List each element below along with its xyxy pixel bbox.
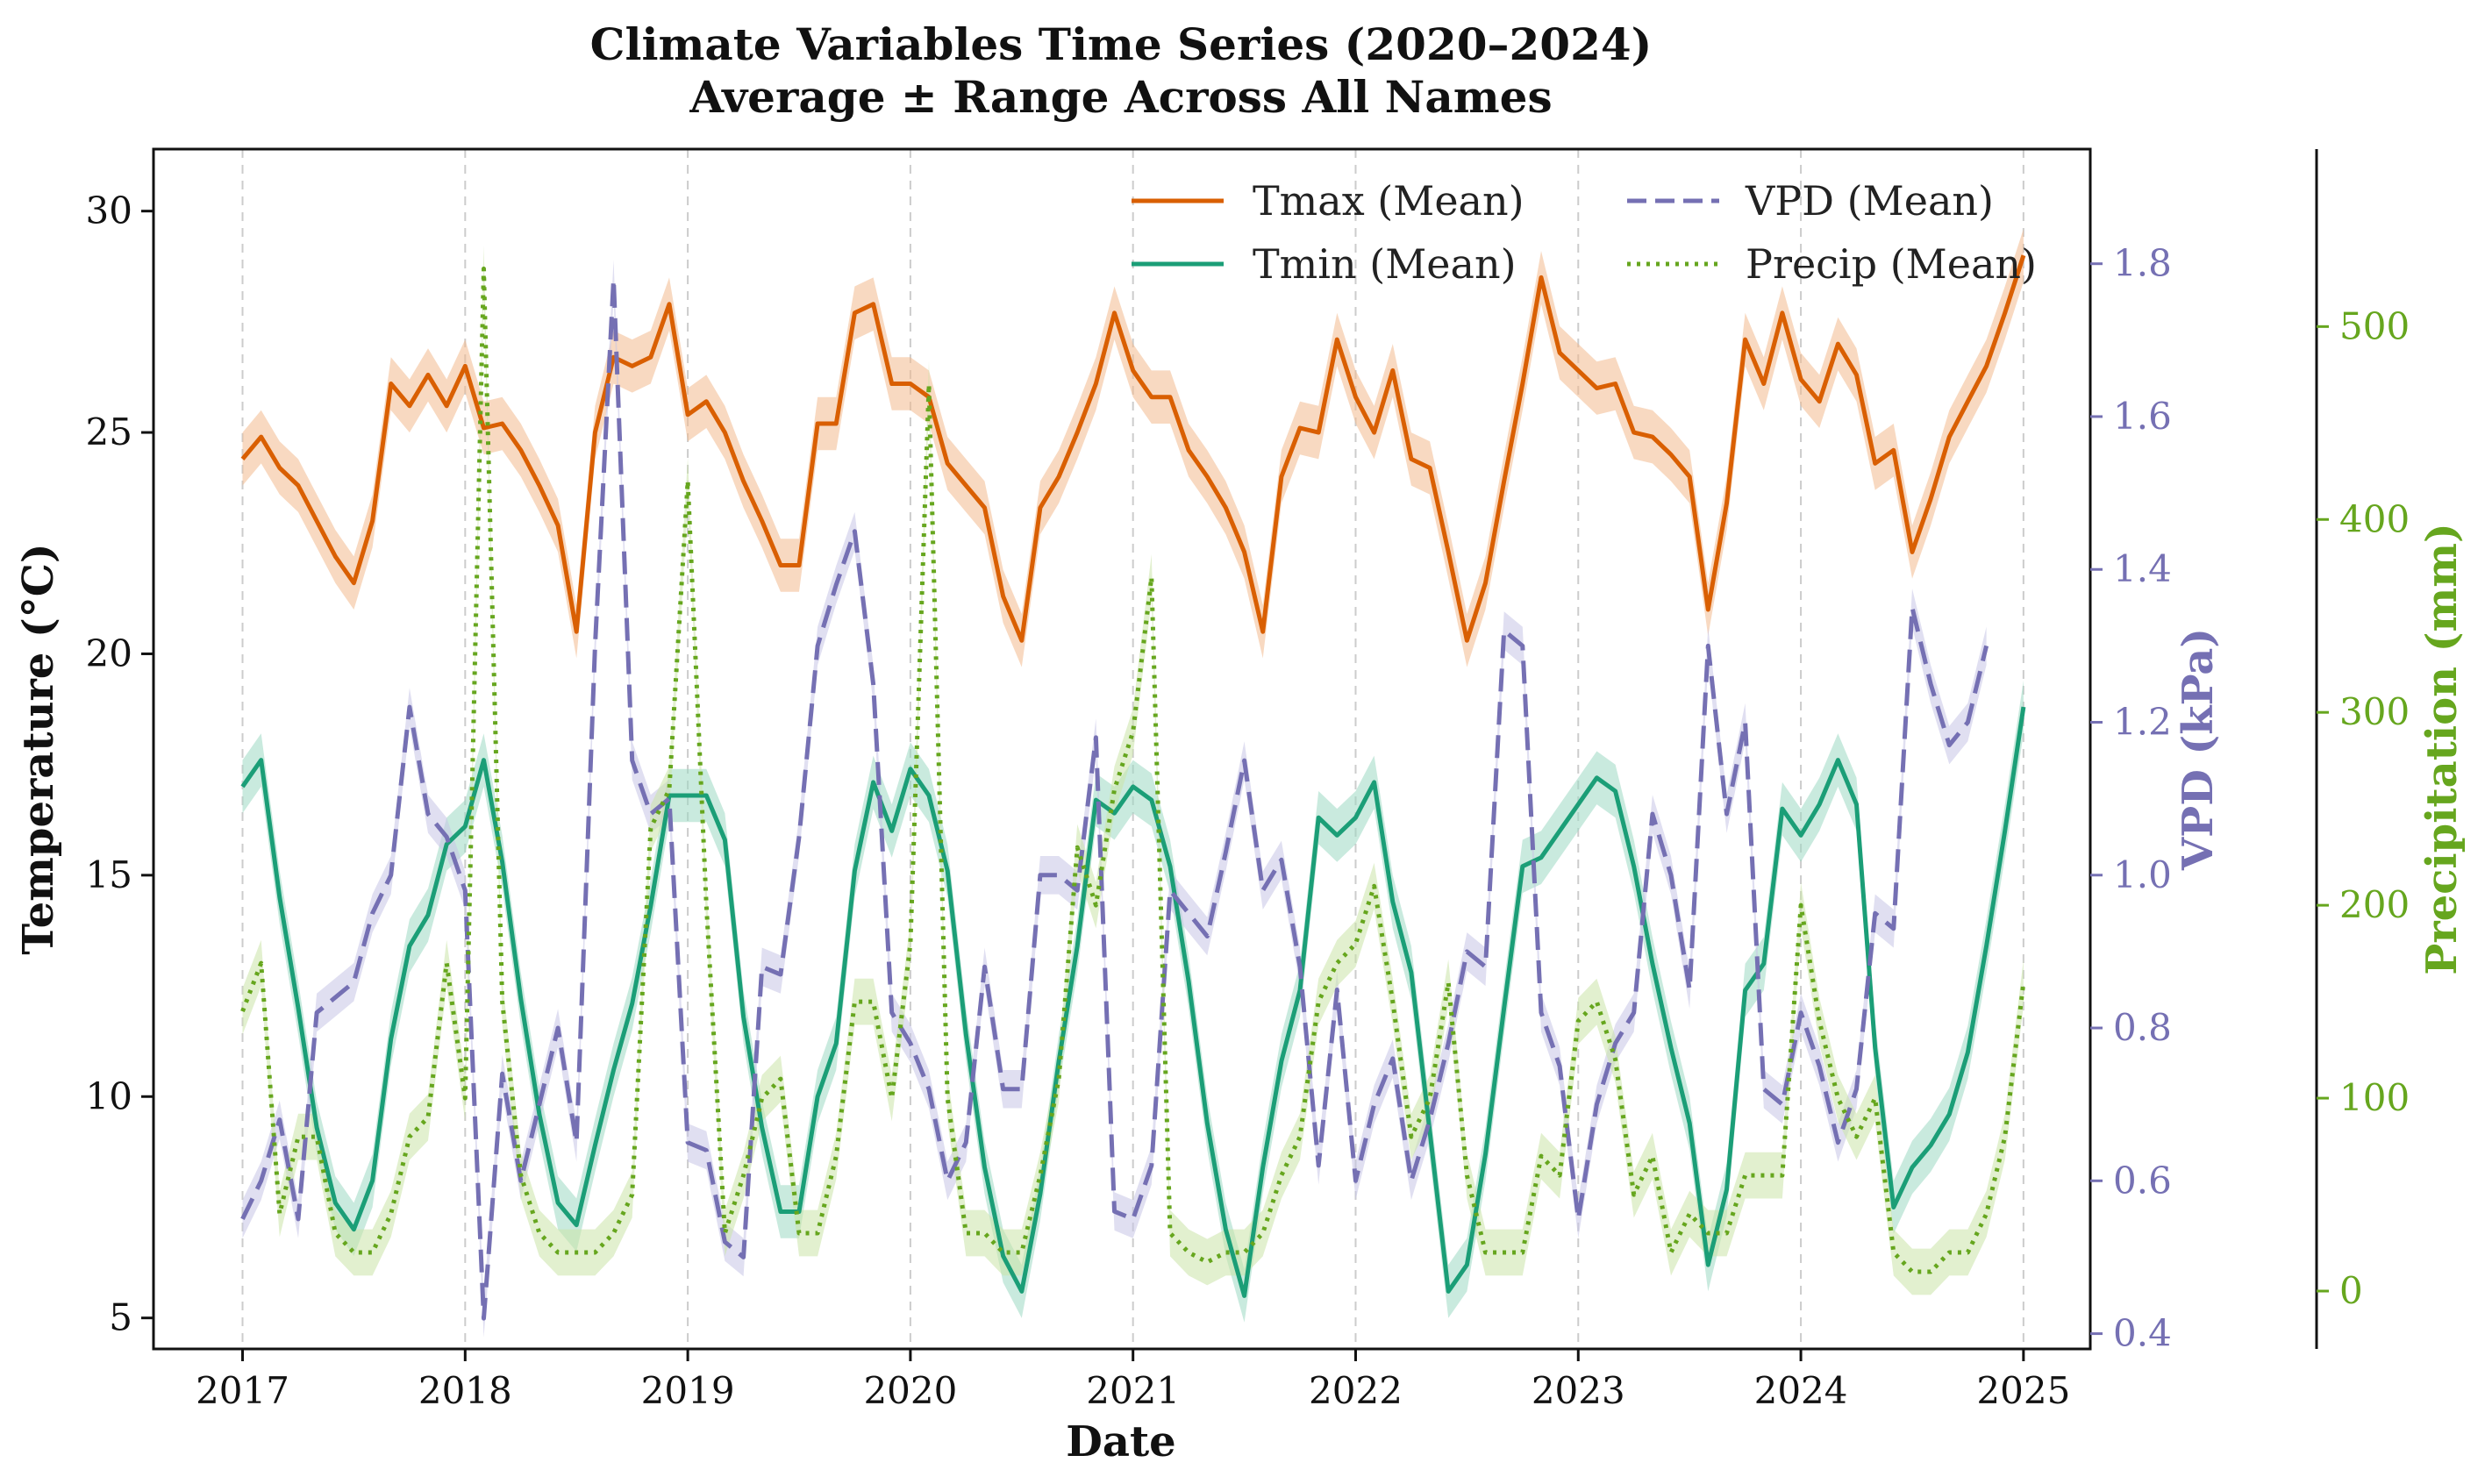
temp-axis-label: Temperature (°C)	[14, 543, 63, 954]
legend-label-precip: Precip (Mean)	[1746, 240, 2037, 288]
chart-title-line1: Climate Variables Time Series (2020–2024…	[590, 18, 1653, 70]
precip-range-band	[242, 246, 2024, 1295]
vpd-tick-layer: 0.4 0.6 0.8 1.0 1.2 1.4 1.6 1.8	[2090, 242, 2172, 1355]
x-tick-label: 2022	[1309, 1369, 1403, 1412]
vpd-tick-label: 0.8	[2113, 1006, 2172, 1049]
vpd-tick-label: 1.4	[2113, 547, 2172, 590]
vpd-axis-label: VPD (kPa)	[2174, 628, 2223, 871]
chart-title-line2: Average ± Range Across All Names	[689, 71, 1552, 123]
temp-tick-label: 20	[86, 631, 132, 674]
x-tick-label: 2017	[196, 1369, 289, 1412]
temp-tick-label: 10	[86, 1074, 132, 1117]
tmin-range-band	[242, 680, 2024, 1323]
tmax-range-band	[242, 228, 2024, 667]
tmax-mean-line	[240, 254, 2026, 643]
x-axis-label: Date	[1066, 1417, 1175, 1466]
temp-tick-layer: 5 10 15 20 25 30	[86, 189, 154, 1339]
line-layer	[240, 254, 2026, 1321]
vpd-mean-line	[240, 276, 1989, 1321]
precip-tick-label: 200	[2339, 883, 2410, 926]
vpd-tick-label: 1.6	[2113, 395, 2172, 438]
vpd-tick-label: 1.0	[2113, 853, 2172, 896]
precip-mean-line	[240, 266, 2026, 1274]
precip-axis-label: Precipitation (mm)	[2417, 523, 2467, 974]
vpd-tick-label: 1.2	[2113, 701, 2172, 744]
band-layer	[242, 228, 2024, 1338]
x-tick-label: 2020	[863, 1369, 957, 1412]
precip-tick-label: 400	[2339, 497, 2410, 540]
vpd-tick-label: 0.4	[2113, 1312, 2172, 1355]
chart-legend: Tmax (Mean) Tmin (Mean) VPD (Mean) Preci…	[1132, 177, 2037, 288]
x-tick-layer: 2017 2018 2019 2020 2021 2022 2023 2024 2025	[196, 1349, 2070, 1412]
precip-tick-label: 100	[2339, 1076, 2410, 1119]
temp-tick-label: 30	[86, 189, 132, 232]
vpd-tick-label: 0.6	[2113, 1159, 2172, 1202]
temp-tick-label: 15	[86, 853, 132, 896]
x-tick-label: 2025	[1976, 1369, 2070, 1412]
temp-tick-label: 5	[109, 1296, 132, 1339]
legend-label-tmax: Tmax (Mean)	[1253, 177, 1524, 225]
temp-tick-label: 25	[86, 410, 132, 453]
plot-frame	[152, 147, 2092, 1351]
legend-label-vpd: VPD (Mean)	[1745, 177, 1994, 225]
x-tick-label: 2023	[1532, 1369, 1625, 1412]
vpd-tick-label: 1.8	[2113, 242, 2172, 285]
precip-tick-label: 0	[2339, 1269, 2363, 1312]
precip-tick-label: 300	[2339, 690, 2410, 733]
x-tick-label: 2024	[1754, 1369, 1848, 1412]
legend-label-tmin: Tmin (Mean)	[1253, 240, 1517, 288]
precip-tick-layer: 0 100 200 300 400 500	[2317, 304, 2410, 1312]
x-tick-label: 2021	[1086, 1369, 1180, 1412]
tmin-mean-line	[240, 706, 2026, 1298]
precip-tick-label: 500	[2339, 304, 2410, 347]
x-tick-label: 2019	[641, 1369, 735, 1412]
x-tick-label: 2018	[418, 1369, 512, 1412]
